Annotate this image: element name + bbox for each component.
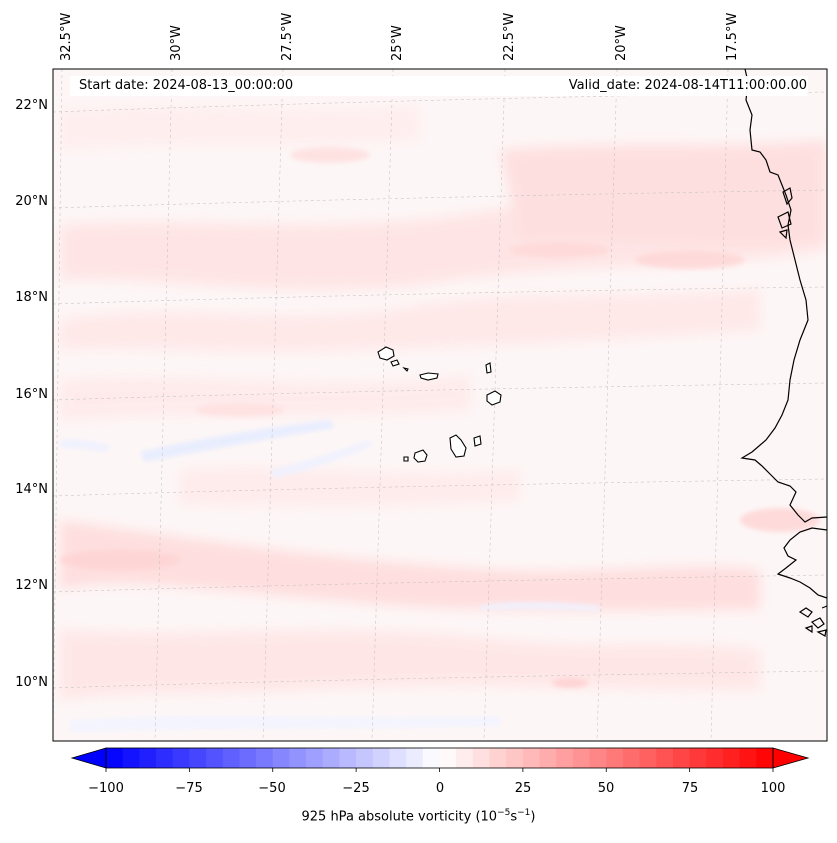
colorbar-segment (189, 748, 207, 768)
colorbar-segment (289, 748, 307, 768)
colorbar-segment (622, 748, 641, 768)
colorbar-segment (406, 748, 424, 768)
colorbar (70, 747, 810, 772)
colorbar-tick-label: −50 (258, 781, 286, 796)
boa-vista-island (486, 390, 502, 406)
colorbar-segment (722, 748, 741, 768)
colorbar-segment (272, 748, 290, 768)
latitude-label-20n: 20°N (15, 194, 48, 209)
colorbar-label: 925 hPa absolute vorticity (10−5s−1) (0, 808, 837, 824)
colorbar-segment (439, 748, 457, 768)
colorbar-segment (222, 748, 240, 768)
guinea-bissau-coast (776, 527, 828, 599)
colorbar-segment (739, 748, 757, 768)
colorbar-segment (606, 748, 624, 768)
longitude-label-27-5w: 27.5°W (280, 12, 295, 61)
colorbar-segment (139, 748, 157, 768)
bijagos-islands (798, 605, 828, 637)
colorbar-tick-label: −100 (88, 781, 124, 796)
date-header-background (70, 76, 808, 96)
latitude-label-12n: 12°N (15, 578, 48, 593)
colorbar-segment (306, 748, 324, 768)
colorbar-extend-high (772, 747, 810, 769)
brava-island (403, 456, 409, 462)
colorbar-segment (172, 748, 190, 768)
colorbar-segment (389, 748, 407, 768)
colorbar-segment (589, 748, 607, 768)
colorbar-segment (239, 748, 257, 768)
sao-nicolau-island (419, 372, 439, 381)
senegal-coast (740, 68, 828, 523)
latitude-label-18n: 18°N (15, 290, 48, 305)
valid-date-label: Valid_date: 2024-08-14T11:00:00.00 (568, 78, 807, 93)
longitude-label-25w: 25°W (390, 25, 405, 61)
latitude-label-14n: 14°N (15, 482, 48, 497)
colorbar-extend-low (70, 747, 107, 769)
colorbar-segment (206, 748, 224, 768)
west-africa-coastline (740, 68, 828, 637)
colorbar-segment (756, 748, 774, 768)
longitude-label-17-5w: 17.5°W (725, 12, 740, 61)
colorbar-segment (156, 748, 174, 768)
fogo-island (413, 449, 428, 463)
santo-antao-island (377, 346, 395, 361)
santiago-island (449, 434, 467, 458)
colorbar-tick-label: 75 (681, 781, 699, 796)
colorbar-segment (572, 748, 591, 768)
colorbar-label-prefix: 925 hPa absolute vorticity (10 (301, 809, 498, 825)
colorbar-tick-label: 25 (514, 781, 532, 796)
cape-verde-islands (377, 346, 502, 463)
colorbar-tick-label: −25 (342, 781, 370, 796)
longitude-label-30w: 30°W (169, 25, 184, 61)
colorbar-label-exponent-1: −5 (497, 808, 511, 818)
latitude-label-22n: 22°N (15, 98, 48, 113)
colorbar-segment (122, 748, 140, 768)
colorbar-segment (339, 748, 357, 768)
colorbar-segment (472, 748, 491, 768)
colorbar-segment (522, 748, 541, 768)
colorbar-segment (422, 748, 440, 768)
colorbar-segment (456, 748, 474, 768)
colorbar-label-exponent-2: −1 (517, 808, 531, 818)
santa-luzia-island (402, 366, 409, 372)
colorbar-segment (256, 748, 274, 768)
colorbar-segment (656, 748, 674, 768)
sal-island (485, 362, 492, 374)
sao-vicente-island (390, 359, 400, 367)
colorbar-segment (689, 748, 707, 768)
colorbar-label-mid: s (510, 809, 518, 825)
colorbar-tick-label: 0 (435, 781, 445, 796)
colorbar-segment (322, 748, 340, 768)
maio-island (473, 435, 482, 447)
longitude-label-32-5w: 32.5°W (59, 12, 74, 61)
colorbar-segment (556, 748, 574, 768)
latitude-label-16n: 16°N (15, 387, 48, 402)
colorbar-label-suffix: ) (530, 809, 536, 825)
colorbar-segment (489, 748, 507, 768)
colorbar-tick-label: 100 (760, 781, 786, 796)
colorbar-segment (506, 748, 524, 768)
start-date-label: Start date: 2024-08-13_00:00:00 (79, 78, 294, 93)
longitude-label-20w: 20°W (614, 25, 629, 61)
colorbar-segment (706, 748, 724, 768)
colorbar-segment (106, 748, 124, 768)
colorbar-segment (356, 748, 374, 768)
map-frame (52, 68, 828, 742)
coastal-features (777, 187, 793, 240)
colorbar-tick-label: −75 (175, 781, 203, 796)
colorbar-segment (372, 748, 390, 768)
colorbar-segment (672, 748, 691, 768)
latitude-label-10n: 10°N (15, 675, 48, 690)
colorbar-tick-label: 50 (597, 781, 615, 796)
longitude-label-22-5w: 22.5°W (502, 12, 517, 61)
colorbar-segment (639, 748, 657, 768)
colorbar-segment (539, 748, 557, 768)
